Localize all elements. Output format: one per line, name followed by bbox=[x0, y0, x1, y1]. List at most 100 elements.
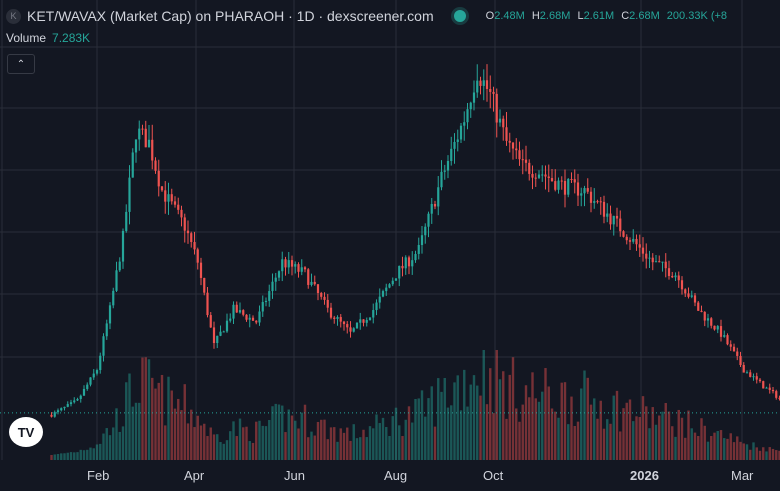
volume-bar bbox=[531, 372, 534, 460]
volume-bar bbox=[716, 431, 719, 460]
candle-body bbox=[66, 404, 69, 407]
change-value: 200.33K (+8 bbox=[666, 10, 728, 22]
volume-bar bbox=[563, 382, 567, 460]
volume-bar bbox=[349, 440, 352, 460]
candle-body bbox=[219, 331, 222, 336]
x-tick-label: Feb bbox=[87, 468, 110, 483]
volume-bar bbox=[521, 404, 524, 460]
candle-body bbox=[658, 261, 661, 263]
high-key: H bbox=[531, 10, 540, 22]
candle-body bbox=[635, 238, 638, 245]
candle-body bbox=[472, 92, 476, 103]
volume-bar bbox=[180, 410, 183, 460]
candle-body bbox=[586, 188, 589, 192]
volume-bar bbox=[138, 402, 141, 460]
volume-bar bbox=[609, 423, 612, 460]
candle-body bbox=[498, 118, 502, 123]
x-tick-label: 2026 bbox=[630, 468, 659, 483]
volume-bar bbox=[53, 454, 56, 460]
candle-body bbox=[677, 275, 680, 281]
candle-body bbox=[745, 372, 749, 374]
candle-body bbox=[567, 179, 570, 195]
volume-bar bbox=[303, 404, 307, 460]
volume-bar bbox=[391, 416, 394, 460]
candle-body bbox=[534, 177, 537, 179]
candle-body bbox=[547, 176, 550, 179]
volume-bar bbox=[671, 426, 674, 460]
volume-bar bbox=[115, 408, 118, 460]
volume-bar bbox=[170, 390, 173, 460]
candle-body bbox=[479, 80, 482, 86]
candle-body bbox=[768, 387, 771, 390]
volume-bar bbox=[775, 450, 778, 460]
volume-bar bbox=[414, 398, 417, 460]
volume-bar bbox=[69, 452, 73, 460]
volume-bar bbox=[320, 419, 323, 460]
volume-bar bbox=[443, 378, 446, 460]
candle-body bbox=[183, 217, 186, 231]
volume-bar bbox=[550, 408, 554, 460]
candle-body bbox=[420, 235, 424, 245]
volume-bar bbox=[66, 452, 69, 460]
volume-bar bbox=[736, 436, 739, 460]
low-key: L bbox=[577, 10, 584, 22]
volume-bar bbox=[329, 427, 333, 460]
candle-body bbox=[144, 128, 147, 148]
volume-bar bbox=[596, 418, 599, 460]
candle-body bbox=[154, 160, 157, 171]
candle-body bbox=[349, 327, 352, 332]
candle-body bbox=[693, 295, 697, 303]
volume-bar bbox=[193, 427, 196, 460]
candle-body bbox=[489, 88, 492, 92]
volume-bar bbox=[469, 384, 472, 460]
candle-body bbox=[593, 201, 596, 203]
chart-title: KET/WAVAX (Market Cap) on PHARAOH · 1D ·… bbox=[27, 8, 434, 24]
volume-bar bbox=[63, 453, 66, 460]
volume-bar bbox=[622, 408, 625, 460]
candle-body bbox=[60, 408, 63, 411]
tradingview-logo[interactable]: TV bbox=[9, 417, 43, 447]
volume-bar bbox=[307, 437, 310, 460]
volume-bar bbox=[713, 432, 716, 460]
volume-bar bbox=[459, 410, 463, 460]
collapse-legend-button[interactable]: ⌃ bbox=[7, 54, 35, 74]
candle-body bbox=[469, 102, 472, 110]
volume-bar bbox=[203, 423, 206, 460]
volume-bar bbox=[186, 423, 190, 460]
candle-body bbox=[615, 215, 619, 219]
candle-body bbox=[411, 260, 414, 267]
volume-bar bbox=[739, 441, 742, 460]
candle-body bbox=[697, 302, 700, 311]
volume-bar bbox=[411, 422, 414, 460]
volume-bar bbox=[593, 398, 596, 460]
candle-body bbox=[589, 191, 593, 203]
volume-bar bbox=[362, 429, 365, 460]
candle-body bbox=[398, 265, 401, 279]
candle-body bbox=[687, 293, 690, 297]
candle-body bbox=[73, 400, 76, 403]
volume-bar bbox=[758, 450, 762, 460]
candle-body bbox=[612, 215, 615, 225]
volume-bar bbox=[606, 419, 609, 460]
candle-body bbox=[69, 402, 73, 405]
volume-bar bbox=[648, 428, 651, 460]
volume-bar bbox=[99, 443, 102, 460]
volume-label: Volume bbox=[6, 31, 47, 45]
candle-body bbox=[238, 310, 242, 313]
candle-body bbox=[554, 181, 557, 190]
candle-body bbox=[346, 324, 349, 328]
volume-bar bbox=[242, 427, 245, 460]
candle-body bbox=[417, 244, 420, 254]
candle-body bbox=[508, 140, 511, 143]
volume-bar bbox=[765, 451, 768, 460]
volume-bar bbox=[112, 427, 115, 460]
candle-body bbox=[287, 260, 290, 268]
candle-body bbox=[102, 336, 105, 356]
candle-body bbox=[671, 276, 674, 278]
candle-body bbox=[199, 262, 203, 278]
volume-bar bbox=[108, 435, 112, 460]
volume-bar bbox=[82, 450, 86, 460]
candle-body bbox=[251, 317, 255, 321]
candle-body bbox=[108, 305, 112, 324]
